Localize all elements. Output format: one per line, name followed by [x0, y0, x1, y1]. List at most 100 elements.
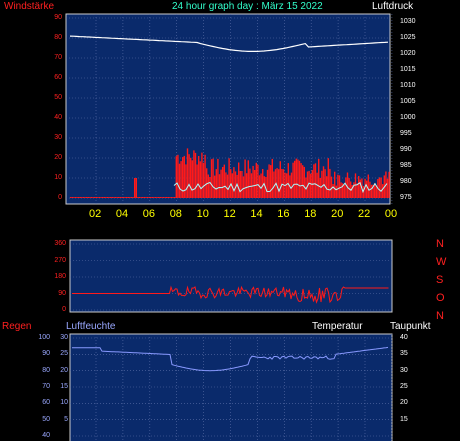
wind-bar [92, 197, 94, 198]
wind-bar [346, 172, 349, 198]
wind-bar [388, 171, 390, 198]
wind-bar [111, 197, 113, 198]
wind-bar [351, 185, 353, 198]
wind-bar [121, 197, 123, 198]
wind-bar [364, 178, 366, 198]
wind-bar [302, 165, 304, 198]
temperature-axis-tick: 35 [400, 350, 408, 358]
temperature-axis-tick: 15 [400, 415, 408, 423]
wind-bar [252, 165, 254, 198]
dewpoint-label: Taupunkt [390, 321, 431, 332]
wind-bar [204, 154, 206, 198]
wind-bar [257, 164, 259, 198]
wind-bar [246, 173, 248, 198]
pressure-axis-tick: 1005 [400, 98, 416, 105]
wind-bar [132, 197, 134, 198]
wind-bar [199, 161, 201, 198]
direction-letter: N [436, 310, 444, 322]
wind-bar [87, 197, 89, 198]
wind-bar [190, 157, 192, 198]
wind-bar [290, 172, 293, 198]
wind-bar [226, 174, 229, 198]
wind-bar [126, 197, 128, 198]
wind-bar [114, 197, 117, 198]
wind-bar [356, 183, 358, 198]
wind-bar [345, 177, 347, 198]
hour-tick: 08 [169, 208, 182, 220]
wind-bar [194, 152, 197, 198]
pressure-series [69, 35, 389, 53]
hour-tick: 00 [384, 208, 398, 220]
wind-bar [122, 197, 125, 198]
wind-bar [335, 185, 337, 198]
wind-bar [70, 197, 72, 198]
wind-bar [73, 197, 75, 198]
wind-bar [183, 155, 185, 198]
wind-bar [238, 162, 240, 198]
wind-bar [150, 197, 152, 198]
wind-bar [214, 175, 216, 198]
wind-bar [268, 164, 270, 198]
wind-bar [170, 197, 173, 198]
humidity-axis-tick: 80 [42, 366, 50, 374]
wind-bar [343, 184, 345, 198]
direction-axis-tick: 180 [54, 273, 66, 280]
wind-bar [124, 197, 126, 198]
wind-bar [375, 185, 377, 198]
pressure-axis-tick: 1025 [400, 34, 416, 41]
wind-bar [127, 197, 129, 198]
wind-bar [308, 170, 310, 198]
wind-bar [359, 179, 361, 198]
wind-bar [367, 174, 369, 198]
wind-bar [103, 197, 105, 198]
wind-bar [206, 168, 208, 198]
wind-bar [178, 163, 181, 198]
wind-bar [76, 197, 78, 198]
pressure-axis-tick: 980 [400, 178, 412, 185]
wind-bar [162, 197, 165, 198]
wind-bar [78, 197, 80, 198]
pressure-axis-tick: 1030 [400, 18, 416, 25]
wind-bar [281, 169, 283, 198]
wind-bar [362, 185, 365, 198]
humidity-label: Luftfeuchte [66, 321, 116, 332]
pressure-axis-tick: 990 [400, 146, 412, 153]
wind-bar [198, 156, 200, 198]
temperature-axis-tick: 30 [400, 366, 408, 374]
wind-bar [326, 176, 328, 198]
wind-bar [130, 197, 133, 198]
direction-axis-tick: 270 [54, 256, 66, 264]
wind-bar [174, 197, 176, 198]
wind-bar [250, 173, 253, 198]
wind-bar [135, 178, 137, 198]
wind-axis-tick: 60 [54, 74, 62, 81]
wind-bar [94, 197, 96, 198]
direction-letter: N [436, 238, 444, 250]
wind-bar [95, 197, 97, 198]
humidity-series [72, 346, 389, 372]
wind-bar [175, 156, 177, 198]
wind-bar [236, 174, 238, 198]
wind-bar [271, 158, 273, 198]
wind-bar [159, 197, 161, 198]
wind-bar [134, 178, 136, 198]
wind-bar [292, 162, 294, 198]
wind-bar [191, 160, 193, 198]
wind-bar [158, 197, 160, 198]
wind-bar [322, 166, 325, 198]
direction-letter: S [436, 274, 444, 286]
rain-axis-tick: 15 [60, 382, 68, 390]
wind-bar [242, 176, 245, 198]
wind-bar [186, 148, 189, 198]
wind-bar [169, 197, 171, 198]
wind-bar [102, 197, 104, 198]
direction-axis-tick: 360 [54, 240, 66, 247]
wind-bar [260, 173, 262, 198]
wind-bar [380, 177, 382, 198]
wind-axis-tick: 20 [54, 154, 62, 161]
direction-axis-tick: 90 [58, 289, 66, 297]
wind-bar [218, 174, 221, 198]
wind-bar [338, 175, 341, 198]
wind-bar [279, 161, 281, 198]
wind-bar [119, 197, 121, 198]
